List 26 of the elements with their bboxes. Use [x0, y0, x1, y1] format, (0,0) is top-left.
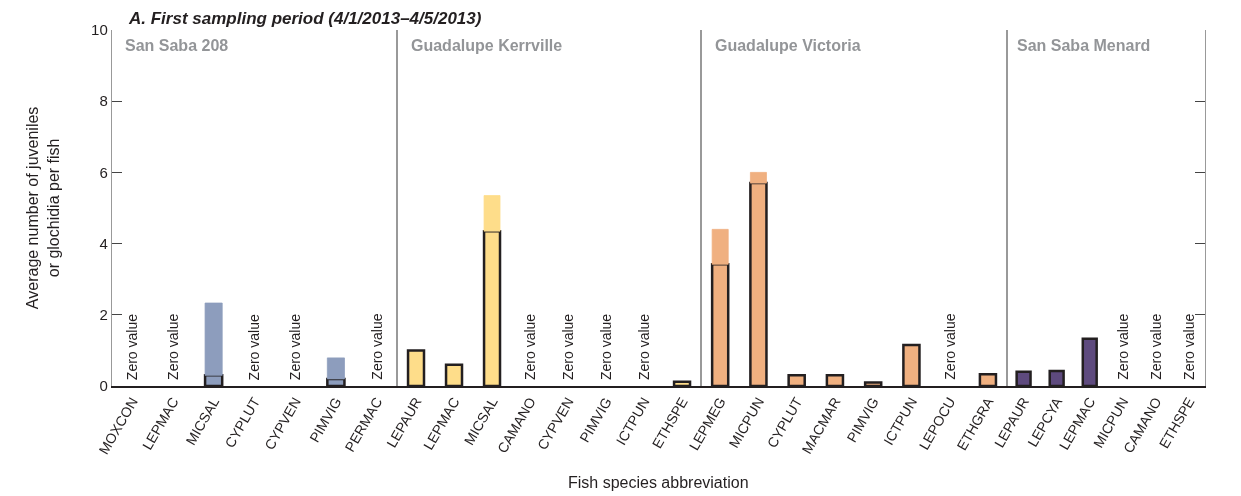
annotation: Zero value: [636, 313, 653, 381]
y-tick-label: 2: [99, 306, 108, 324]
annotation: Zero value: [598, 313, 615, 381]
annotation: Zero value: [368, 313, 385, 380]
y-tick-label: 8: [99, 92, 108, 110]
chart-subtitle: Guadalupe Kerrville: [411, 37, 563, 54]
annotation: Zero value: [1180, 313, 1197, 380]
annotation: Zero value: [941, 313, 958, 380]
y-tick-label: 10: [91, 21, 108, 39]
chart-title: A. First sampling period (4/1/2013–4/5/2013): [128, 9, 482, 28]
y-tick-label: 0: [99, 377, 108, 395]
annotation: Zero value: [164, 313, 181, 380]
chart-subtitle: Guadalupe Victoria: [715, 37, 861, 54]
annotation: Zero value: [124, 313, 141, 381]
y-tick-label: 4: [99, 234, 108, 252]
x-axis-title: Fish species abbreviation: [568, 474, 749, 491]
chart-subtitle: San Saba 208: [125, 37, 229, 54]
y-tick-label: 6: [99, 163, 108, 181]
annotation: Zero value: [522, 313, 539, 381]
annotation: Zero value: [1114, 313, 1131, 380]
annotation: Zero value: [287, 313, 304, 381]
annotation: Zero value: [560, 313, 577, 381]
annotation: Zero value: [246, 314, 263, 381]
chart-subtitle: San Saba Menard: [1017, 37, 1151, 54]
y-axis-title: Average number of juveniles or glochidia per fish: [24, 106, 62, 310]
annotation: Zero value: [1147, 313, 1164, 380]
